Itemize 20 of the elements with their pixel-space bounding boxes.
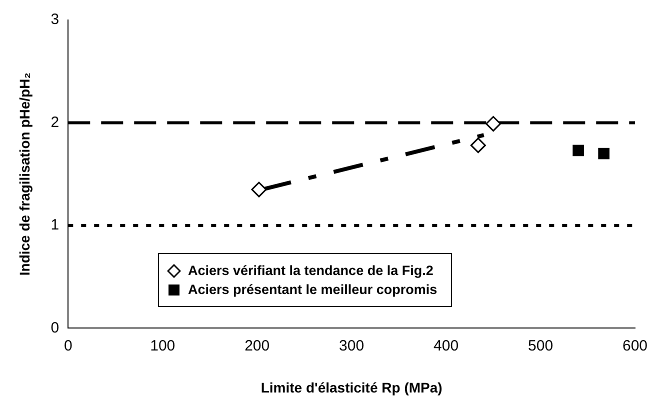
x-tick-label: 100 bbox=[150, 337, 176, 354]
x-tick-label: 200 bbox=[244, 337, 270, 354]
x-tick-label: 500 bbox=[528, 337, 554, 354]
x-tick-label: 300 bbox=[339, 337, 364, 354]
y-tick-label: 1 bbox=[50, 216, 60, 234]
point bbox=[572, 144, 584, 156]
point bbox=[251, 182, 267, 198]
legend-label: Aciers vérifiant la tendance de la Fig.2 bbox=[188, 263, 434, 278]
x-axis-title: Limite d'élasticité Rp (MPa) bbox=[260, 379, 442, 396]
y-tick-label: 3 bbox=[50, 11, 60, 28]
point bbox=[598, 148, 610, 160]
x-tick-label: 600 bbox=[622, 337, 648, 354]
y-tick-label: 0 bbox=[50, 319, 60, 336]
y-axis-title: Indice de fragilisation pHe/pH₂ bbox=[16, 72, 32, 276]
point bbox=[486, 116, 502, 132]
y-tick-label: 2 bbox=[50, 114, 60, 131]
x-tick-label: 0 bbox=[64, 337, 72, 354]
x-tick-label: 400 bbox=[434, 337, 459, 354]
point bbox=[470, 138, 486, 154]
legend-label: Aciers présentant le meilleur copromis bbox=[188, 282, 438, 297]
